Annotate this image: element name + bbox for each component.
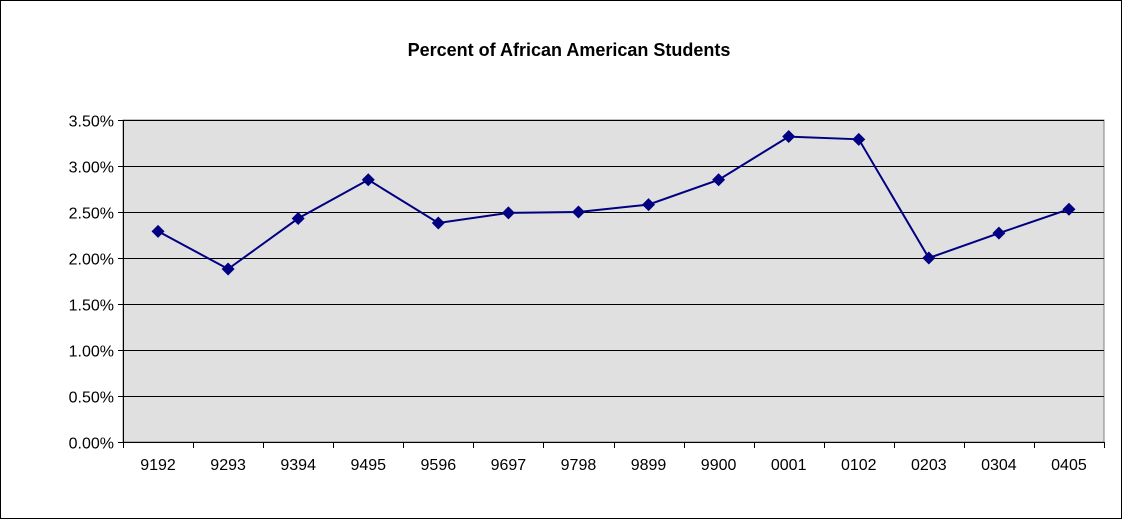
data-point-marker — [221, 262, 235, 276]
axes: 0.00% 0.50% 1.00% 1.50% 2.00% 2.50% 3.00% 3.50%… — [69, 114, 1105, 474]
x-tick-label: 9697 — [491, 457, 527, 474]
chart-title: Percent of African American Students — [408, 40, 731, 60]
plot-area — [122, 119, 1105, 443]
x-tick-label: 0203 — [911, 457, 947, 474]
data-point-marker — [501, 206, 515, 220]
data-point-marker — [361, 173, 375, 187]
x-tick-label: 9192 — [140, 457, 176, 474]
y-tick-label: 3.00% — [69, 160, 114, 177]
data-point-marker — [431, 216, 445, 230]
x-tick-label: 9596 — [421, 457, 457, 474]
x-tick-label: 0102 — [841, 457, 877, 474]
x-tick-label: 9798 — [561, 457, 597, 474]
x-tick-label: 9899 — [631, 457, 667, 474]
y-tick-label: 2.50% — [69, 206, 114, 223]
data-point-marker — [642, 198, 656, 212]
y-tick-label: 3.50% — [69, 114, 114, 131]
y-tick-label: 2.00% — [69, 252, 114, 269]
y-tick-label: 1.00% — [69, 344, 114, 361]
x-tick-label: 0001 — [771, 457, 807, 474]
data-point-marker — [712, 173, 726, 187]
x-tick-label: 0405 — [1051, 457, 1087, 474]
y-tick-label: 1.50% — [69, 298, 114, 315]
gridlines — [123, 120, 1104, 397]
data-point-marker — [291, 211, 305, 225]
data-point-marker — [852, 132, 866, 146]
x-tick-label: 9495 — [350, 457, 386, 474]
data-point-marker — [571, 205, 585, 219]
series-line — [157, 135, 1070, 271]
data-series — [151, 130, 1076, 276]
data-point-marker — [151, 224, 165, 238]
y-tick-label: 0.50% — [69, 390, 114, 407]
x-tick-label: 9394 — [280, 457, 316, 474]
x-tick-label: 9293 — [210, 457, 246, 474]
data-point-marker — [1062, 202, 1076, 216]
x-tick-label: 0304 — [981, 457, 1017, 474]
data-point-marker — [782, 130, 796, 144]
x-tick-label: 9900 — [701, 457, 737, 474]
data-point-marker — [922, 251, 936, 265]
y-tick-label: 0.00% — [69, 436, 114, 453]
data-point-marker — [992, 226, 1006, 240]
